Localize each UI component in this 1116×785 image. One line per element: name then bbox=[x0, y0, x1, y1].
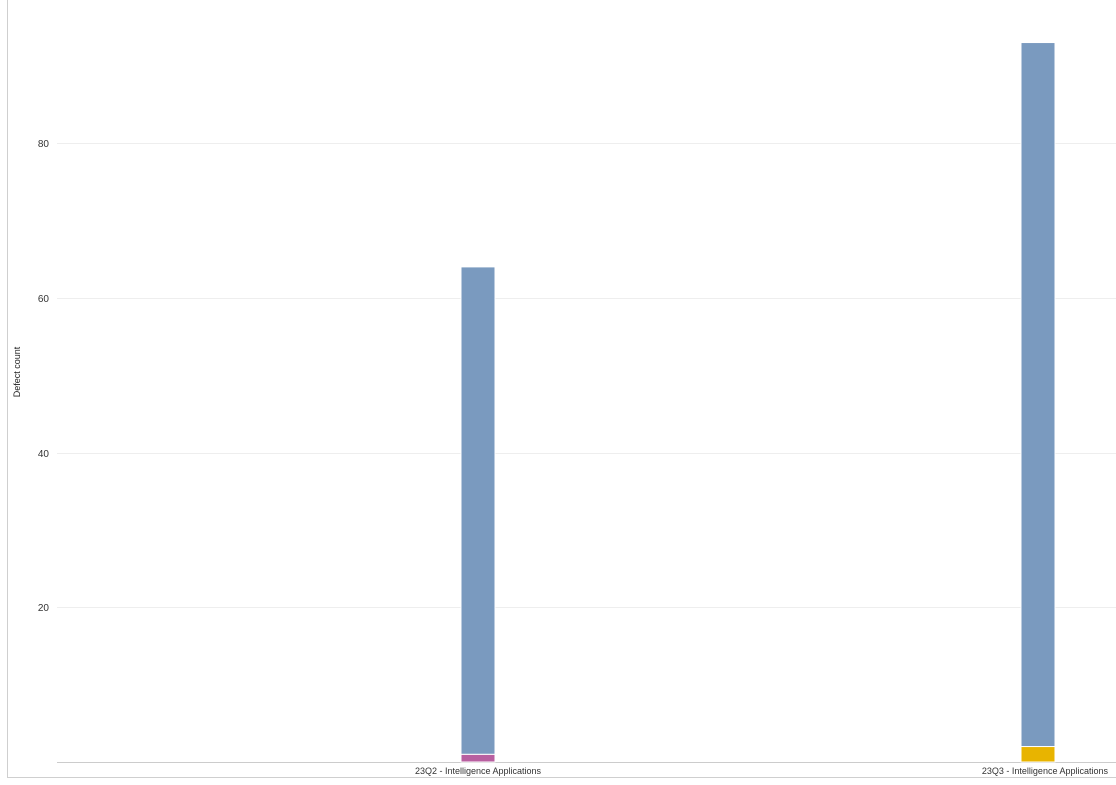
bar-1-segment-3[interactable] bbox=[460, 266, 496, 755]
x-category-label-2: 23Q3 - Intelligence Applications bbox=[982, 766, 1109, 776]
chart-frame bbox=[7, 0, 1116, 778]
y-tick-labels: 20 40 60 80 bbox=[38, 139, 50, 614]
y-axis-label: Defect count bbox=[12, 346, 22, 397]
y-tick-label-40: 40 bbox=[38, 449, 50, 460]
category-labels: 23Q2 - Intelligence Applications 23Q3 - I… bbox=[415, 766, 1109, 776]
bars bbox=[460, 42, 1056, 763]
y-tick-label-20: 20 bbox=[38, 603, 50, 614]
bar-2-segment-2[interactable] bbox=[1020, 746, 1056, 763]
bar-2-segment-3[interactable] bbox=[1020, 42, 1056, 748]
x-category-label-1: 23Q2 - Intelligence Applications bbox=[415, 766, 542, 776]
gridlines bbox=[57, 143, 1116, 608]
y-tick-label-60: 60 bbox=[38, 294, 50, 305]
y-tick-label-80: 80 bbox=[38, 139, 50, 150]
bar-1-segment-1[interactable] bbox=[460, 753, 496, 763]
